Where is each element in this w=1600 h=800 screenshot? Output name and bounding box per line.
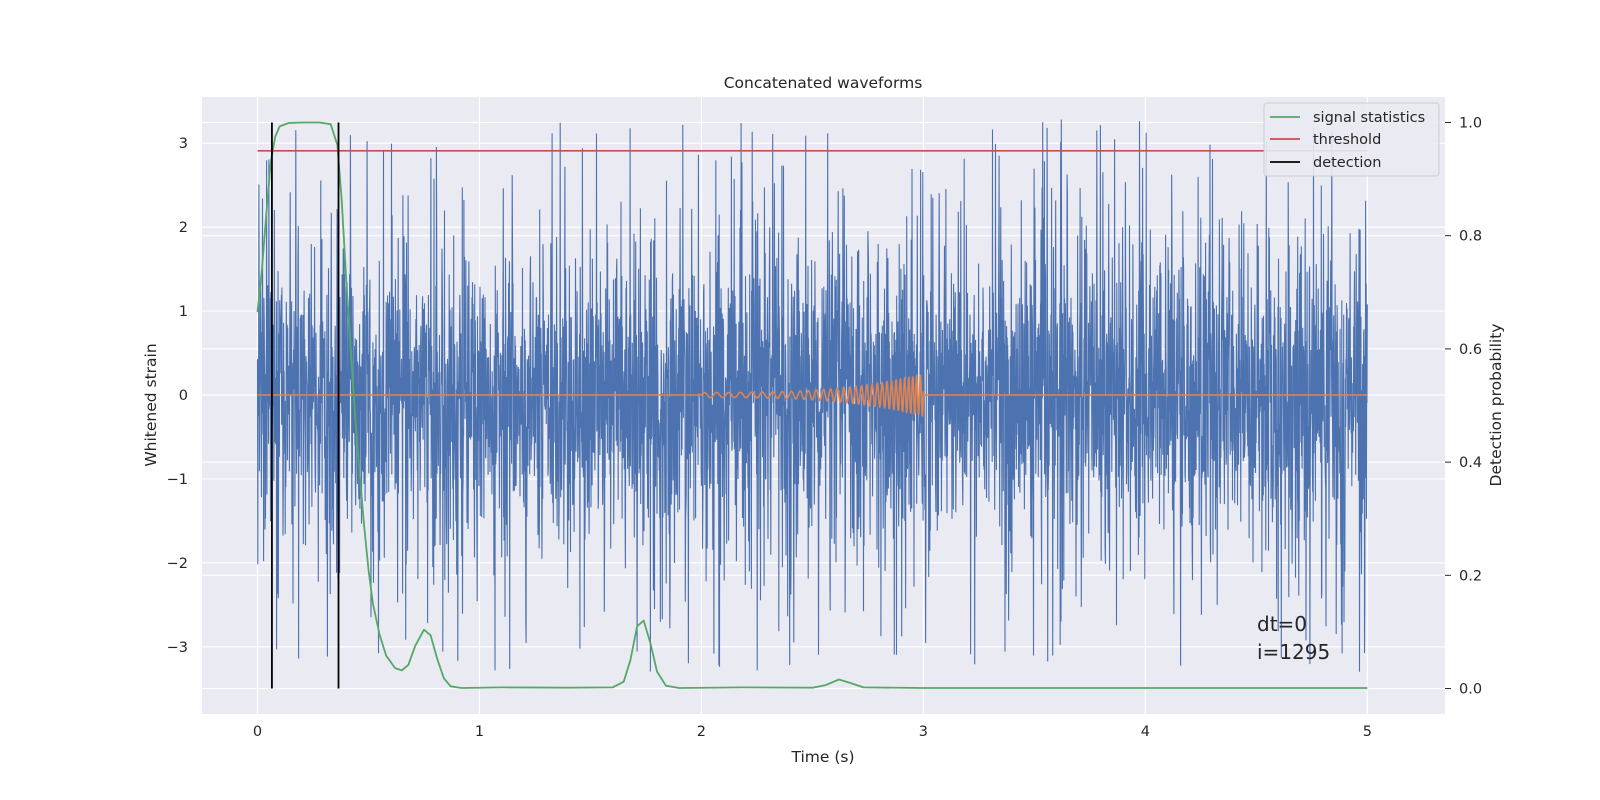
legend-box <box>1263 102 1440 177</box>
legend: signal statistics threshold detection <box>1263 102 1440 177</box>
y2-axis-title: Detection probability <box>1487 324 1505 487</box>
x-tick-label: 0 <box>253 724 262 740</box>
legend-label-threshold: threshold <box>1313 132 1381 148</box>
x-axis-title: Time (s) <box>790 748 854 766</box>
y-tick-label: −2 <box>167 556 188 572</box>
annotation-index: i=1295 <box>1257 640 1330 664</box>
y2-tick-label: 0.0 <box>1459 682 1482 698</box>
x-tick-label: 3 <box>919 724 928 740</box>
y-tick-label: 1 <box>179 304 188 320</box>
ticks-layer: 0 1 2 3 4 5 −3 −2 −1 0 1 2 3 0.0 0.2 0.4 0.6 0.8 1.0 <box>167 115 1482 740</box>
y-tick-label: −3 <box>167 640 188 656</box>
series-layer <box>256 119 1368 689</box>
chart-title: Concatenated waveforms <box>724 74 923 92</box>
x-tick-label: 1 <box>475 724 484 740</box>
signal-statistics-line <box>256 121 1368 689</box>
legend-label-detection: detection <box>1313 155 1381 171</box>
annotation-dt: dt=0 <box>1257 612 1307 636</box>
y2-tick-label: 0.2 <box>1459 568 1482 584</box>
y-tick-label: 2 <box>179 220 188 236</box>
injected-signal-line <box>257 373 1368 418</box>
y2-tick-label: 0.4 <box>1459 455 1482 471</box>
y2-tick-label: 0.8 <box>1459 229 1482 245</box>
noise-series-line <box>256 119 1368 672</box>
y2-tick-label: 1.0 <box>1459 115 1482 131</box>
y2-tick-label: 0.6 <box>1459 342 1482 358</box>
x-tick-label: 2 <box>697 724 706 740</box>
y-tick-label: 0 <box>179 388 188 404</box>
y-tick-label: 3 <box>179 136 188 152</box>
y-axis-title: Whitened strain <box>142 343 160 466</box>
x-tick-label: 4 <box>1141 724 1150 740</box>
legend-label-signal-statistics: signal statistics <box>1313 110 1425 126</box>
x-tick-label: 5 <box>1363 724 1372 740</box>
y-tick-label: −1 <box>167 472 188 488</box>
